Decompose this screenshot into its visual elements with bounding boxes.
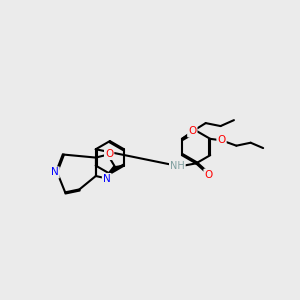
Text: O: O	[105, 149, 113, 159]
Text: NH: NH	[170, 161, 185, 171]
Text: O: O	[204, 170, 213, 180]
Text: O: O	[188, 126, 196, 136]
Text: N: N	[51, 167, 59, 177]
Text: O: O	[218, 135, 226, 145]
Text: N: N	[103, 174, 111, 184]
